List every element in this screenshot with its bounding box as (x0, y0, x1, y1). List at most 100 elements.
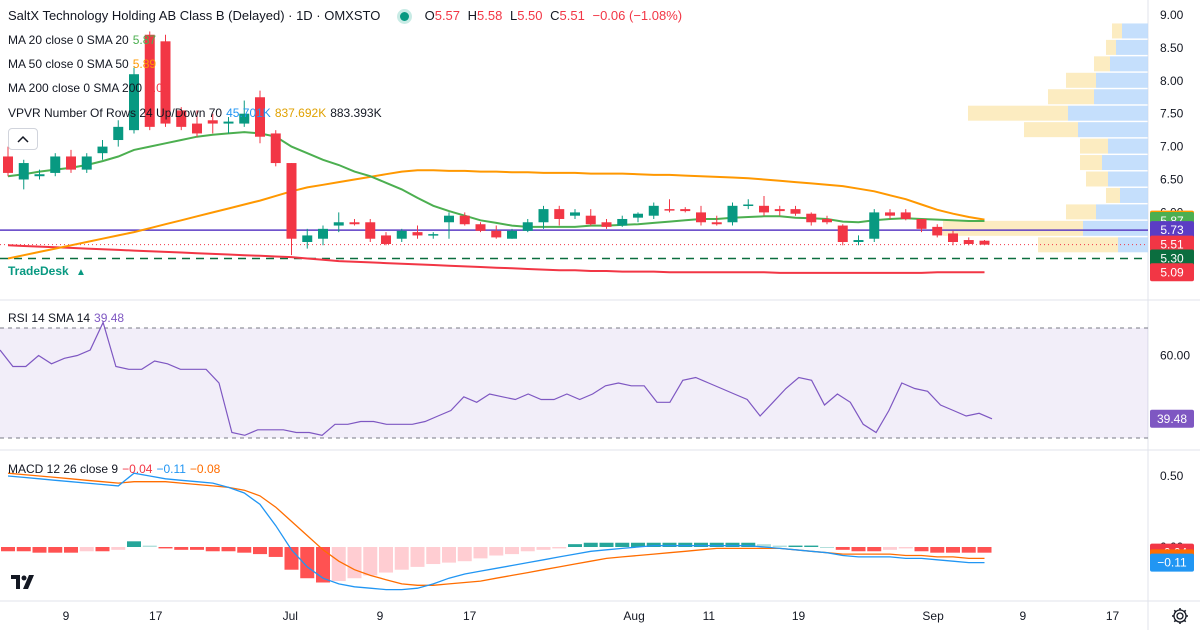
candle-body (932, 226, 943, 236)
candle-body (664, 209, 675, 211)
macd-legend[interactable]: MACD 12 26 close 9 −0.04 −0.11 −0.08 (8, 462, 224, 476)
candle-body (459, 215, 470, 225)
vpvr-down-bar (1106, 187, 1120, 203)
vpvr-down-bar (1048, 89, 1094, 105)
candle-body (3, 156, 13, 173)
candle-body (900, 212, 911, 219)
macd-histogram-bar (221, 547, 236, 552)
vpvr-up-bar (1116, 39, 1148, 55)
candle-body (522, 222, 533, 231)
ma50-legend[interactable]: MA 50 close 0 SMA 50 5.89 (8, 57, 160, 71)
candle-body (948, 233, 958, 243)
macd-histogram-bar (757, 544, 771, 547)
price-badge: 5.51 (1160, 238, 1184, 252)
ma20-value: 5.87 (132, 33, 157, 47)
candle-body (727, 205, 738, 223)
low-label: L (509, 8, 518, 23)
rsi-label: RSI 14 SMA 14 (8, 311, 91, 325)
vpvr-up-bar (1108, 138, 1148, 154)
candle-body (711, 222, 722, 225)
candle-body (286, 163, 297, 239)
rsi-legend[interactable]: RSI 14 SMA 14 39.48 (8, 311, 128, 325)
candle-body (176, 110, 187, 127)
candle-body (223, 121, 234, 124)
candle-body (475, 224, 486, 231)
time-axis-label: 9 (1019, 609, 1026, 623)
rsi-band (0, 328, 1148, 438)
macd-histogram-bar (898, 547, 913, 549)
price-badge-bg (1150, 221, 1194, 240)
candle-body (255, 97, 265, 137)
tradedesk-text: TradeDesk (8, 264, 69, 278)
price-badge-bg (1150, 235, 1194, 254)
vpvr-total-value: 883.393K (330, 106, 382, 120)
symbol-title[interactable]: SaltX Technology Holding AB Class B (Del… (8, 8, 381, 23)
price-tick-label: 7.00 (1160, 140, 1184, 154)
ma20-legend[interactable]: MA 20 close 0 SMA 20 5.87 (8, 33, 160, 47)
candle-body (759, 205, 769, 213)
chart-legend-header: SaltX Technology Holding AB Class B (Del… (8, 9, 686, 23)
macd-histogram-bar (851, 547, 866, 552)
vpvr-down-bar (1112, 23, 1122, 39)
macd-badge-bg (1150, 553, 1194, 572)
candle-body (18, 163, 29, 180)
candle-body (302, 235, 313, 243)
ma50-line (7, 169, 985, 260)
macd-histogram-bar (48, 547, 63, 553)
candle-body (507, 230, 517, 239)
macd-histogram-bar (379, 547, 393, 573)
collapse-legend-button[interactable] (8, 128, 38, 150)
tradedesk-label[interactable]: TradeDesk ▲ (8, 264, 86, 278)
macd-histogram-bar (95, 547, 110, 552)
macd-histogram-bar (32, 547, 47, 553)
macd-histogram-bar (316, 547, 330, 583)
candle-body (696, 212, 706, 223)
macd-histogram-bar (394, 547, 409, 570)
ma50-label: MA 50 close 0 SMA 50 (8, 57, 129, 71)
tradingview-logo[interactable] (6, 568, 40, 596)
time-axis-label: 9 (377, 609, 384, 623)
price-tick-label: 6.50 (1160, 173, 1184, 187)
candle-body (570, 212, 580, 216)
time-axis-label: 17 (463, 609, 477, 623)
ma200-label: MA 200 close 0 SMA 200 (8, 81, 143, 95)
candle-body (491, 230, 502, 238)
vpvr-down-bar (1086, 171, 1108, 187)
vpvr-legend[interactable]: VPVR Number Of Rows 24 Up/Down 70 45.701K… (8, 106, 386, 120)
candle-body (617, 218, 628, 226)
macd-histogram-bar (662, 542, 677, 547)
macd-histogram-bar (977, 547, 992, 553)
candle-body (270, 133, 281, 164)
macd-histogram-bar (205, 547, 220, 552)
candle-body (113, 126, 124, 141)
ma200-value: 5.09 (146, 81, 170, 95)
macd-histogram-bar (158, 547, 173, 549)
vpvr-down-bar (1066, 204, 1096, 220)
macd-histogram-bar (410, 547, 425, 567)
macd-line (7, 472, 985, 591)
candle-body (144, 34, 155, 127)
macd-histogram-bar (772, 545, 787, 547)
candle-body (790, 209, 801, 214)
candle-body (333, 222, 344, 226)
market-status-dot (399, 12, 409, 22)
macd-histogram-bar (568, 544, 582, 547)
vpvr-down-value: 837.692K (274, 106, 327, 120)
candle-body (853, 240, 864, 243)
macd-histogram-bar (142, 545, 157, 547)
price-badge-bg (1150, 263, 1194, 282)
macd-histogram-bar (599, 542, 614, 547)
candle-body (743, 204, 754, 207)
candle-body (979, 240, 990, 245)
macd-signal-value: −0.08 (189, 462, 221, 476)
candle-body (916, 218, 927, 229)
ma200-legend[interactable]: MA 200 close 0 SMA 200 5.09 (8, 81, 173, 95)
settings-gear-icon[interactable] (1170, 606, 1190, 626)
macd-histogram-bar (268, 547, 283, 557)
vpvr-down-bar (1038, 237, 1118, 253)
time-axis-label: 19 (792, 609, 806, 623)
time-axis-label: Sep (922, 609, 944, 623)
macd-histogram-bar (788, 545, 803, 547)
time-axis-label: Aug (623, 609, 644, 623)
